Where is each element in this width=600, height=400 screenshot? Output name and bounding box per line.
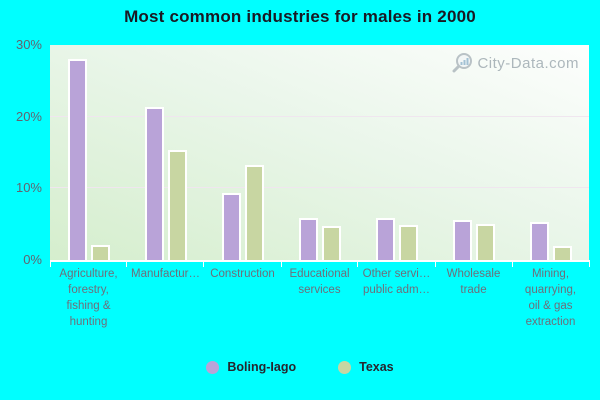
magnifier-chart-icon (452, 53, 473, 73)
bar-boling-iago-5 (375, 217, 395, 260)
x-axis-label-line: hunting (69, 316, 108, 329)
bar-boling-iago-2 (144, 106, 164, 260)
x-axis-label-line: fishing & (66, 300, 111, 313)
x-axis-tick-6 (511, 260, 513, 267)
bar-texas-3 (244, 164, 264, 260)
chart-title: Most common industries for males in 2000 (124, 7, 476, 26)
x-axis-label-line: public adm… (362, 284, 431, 297)
bar-group-4 (281, 45, 358, 260)
x-axis-label-line: quarrying, (524, 284, 577, 297)
bar-texas-5 (398, 224, 418, 260)
bar-boling-iago-6 (452, 219, 472, 260)
bar-group-1 (50, 45, 127, 260)
x-axis-tick-4 (357, 260, 359, 267)
x-axis-tick-5 (434, 260, 436, 267)
legend-label-boling-iago: Boling-Iago (227, 360, 297, 374)
bar-group-3 (204, 45, 281, 260)
bar-group-6 (435, 45, 512, 260)
bar-texas-6 (475, 224, 495, 260)
y-tick-label-10: 10% (15, 180, 42, 196)
legend-dot-texas (338, 360, 352, 374)
x-axis-label-line: services (298, 284, 341, 297)
legend: Boling-Iago Texas (0, 360, 600, 374)
legend-dot-boling-iago (206, 360, 220, 374)
bar-boling-iago-1 (67, 59, 87, 260)
x-axis-tick-7 (588, 260, 590, 267)
bar-texas-1 (90, 244, 110, 260)
x-axis-tick-0 (49, 260, 51, 267)
plot-area: City-Data.com (49, 45, 590, 267)
bar-group-5 (358, 45, 435, 260)
x-axis-label-line: forestry, (68, 284, 109, 297)
legend-item-boling-iago: Boling-Iago (206, 360, 296, 374)
x-axis-label-line: Mining, (531, 268, 570, 280)
bar-texas-2 (167, 149, 187, 260)
bar-group-2 (127, 45, 204, 260)
x-axis-label-line: extraction (525, 316, 576, 329)
x-axis-label-5: Other servi… public adm… (358, 266, 435, 330)
y-axis: 30% 20% 10% 0% (0, 37, 44, 267)
y-tick-label-30: 30% (15, 37, 42, 52)
x-axis-label-3: Construction (204, 266, 281, 330)
bar-group-7 (512, 45, 589, 260)
x-axis-label-line: Agriculture, (59, 268, 118, 280)
x-axis-label-1: Agriculture, forestry, fishing & hunting (50, 266, 127, 330)
bar-groups (50, 45, 589, 260)
legend-label-texas: Texas (359, 360, 394, 374)
x-axis-label-line: trade (460, 284, 487, 297)
x-axis-label-2: Manufactur… (127, 266, 204, 330)
x-axis-label-line: Manufactur… (130, 268, 201, 280)
x-axis-tick-3 (280, 260, 282, 267)
gridline-10 (50, 187, 589, 189)
bar-boling-iago-4 (298, 217, 318, 260)
x-axis-label-line: Wholesale (446, 268, 501, 280)
bar-boling-iago-7 (529, 222, 549, 260)
x-axis-label-line: Construction (210, 268, 275, 280)
x-axis-label-line: oil & gas (528, 300, 573, 313)
x-axis-labels: Agriculture, forestry, fishing & hunting Man… (50, 266, 589, 330)
watermark-text: City-Data.com (477, 54, 579, 72)
x-axis-label-line: Educational (289, 268, 350, 280)
gridline-20 (50, 115, 589, 117)
x-axis-tick-1 (126, 260, 128, 267)
y-tick-label-20: 20% (15, 108, 42, 124)
x-axis-label-4: Educational services (281, 266, 358, 330)
x-axis-tick-2 (203, 260, 205, 267)
x-axis-label-7: Mining, quarrying, oil & gas extraction (512, 266, 589, 330)
watermark: City-Data.com (451, 51, 579, 75)
legend-item-texas: Texas (338, 360, 394, 374)
bar-texas-4 (321, 225, 341, 260)
bar-texas-7 (552, 246, 572, 260)
bar-boling-iago-3 (221, 193, 241, 260)
y-tick-label-0: 0% (23, 252, 42, 267)
x-axis-label-line: Other servi… (362, 268, 431, 280)
x-axis-label-6: Wholesale trade (435, 266, 512, 330)
